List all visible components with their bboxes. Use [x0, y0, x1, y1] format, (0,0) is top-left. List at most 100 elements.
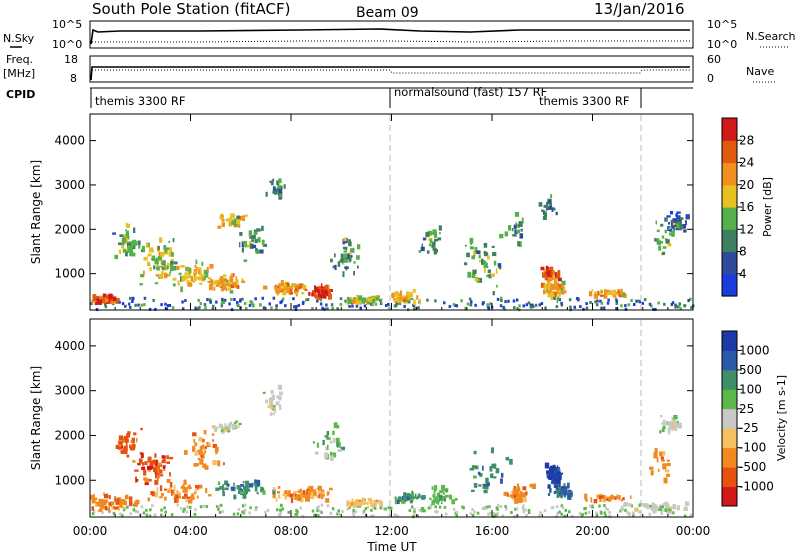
power-cell	[662, 246, 667, 249]
velocity-cell	[603, 504, 606, 507]
velocity-cell	[166, 478, 171, 483]
power-cell	[633, 303, 636, 306]
power-cell	[614, 297, 618, 301]
power-cell	[559, 287, 565, 294]
velocity-cell	[301, 492, 304, 496]
velocity-cell	[115, 444, 119, 449]
velocity-cell	[516, 483, 519, 487]
power-cell	[531, 303, 534, 307]
velocity-cell	[439, 490, 443, 494]
velocity-cell	[103, 493, 109, 499]
velocity-cell	[215, 487, 220, 491]
velocity-cell	[302, 490, 306, 495]
velocity-cell	[615, 496, 619, 499]
velocity-cell	[107, 507, 110, 511]
velocity-cell	[601, 498, 605, 502]
power-cell	[173, 261, 178, 265]
power-cell	[132, 244, 136, 250]
power-cell	[257, 237, 261, 243]
power-cell	[202, 275, 206, 280]
velocity-cell	[444, 494, 449, 498]
power-cell	[160, 261, 165, 265]
velocity-cell	[429, 504, 433, 508]
velocity-cell	[241, 504, 245, 508]
power-cell	[305, 298, 308, 302]
power-cell	[283, 283, 287, 288]
velocity-cell	[149, 508, 152, 512]
power-cell	[348, 304, 351, 308]
velocity-cell	[192, 432, 197, 437]
freq-label-line1: Freq.	[6, 53, 33, 66]
power-cell	[157, 245, 160, 250]
power-cell	[154, 258, 159, 265]
velocity-ytick-label: 1000	[54, 473, 85, 487]
velocity-cell	[434, 505, 437, 509]
power-cell	[148, 307, 152, 311]
power-cell	[90, 302, 93, 306]
power-cell	[512, 299, 516, 303]
velocity-cell	[559, 477, 562, 481]
power-cell	[312, 290, 316, 294]
velocity-cell	[269, 406, 274, 410]
power-cell	[125, 230, 129, 237]
velocity-cell	[492, 511, 496, 515]
power-cell	[280, 287, 282, 290]
power-cell	[125, 229, 127, 232]
velocity-cell	[217, 507, 220, 511]
power-cell	[413, 299, 416, 306]
power-cell	[195, 259, 198, 264]
velocity-cell	[387, 506, 390, 510]
velocity-cell	[102, 491, 105, 496]
velocity-cell	[563, 514, 566, 518]
velocity-cell	[287, 490, 291, 494]
power-cell	[229, 286, 231, 291]
power-cell	[318, 292, 322, 298]
velocity-cell	[632, 514, 635, 518]
velocity-cell	[348, 501, 352, 508]
nave-top-tick: 60	[707, 53, 721, 66]
velocity-cell	[663, 477, 668, 484]
power-cell	[557, 277, 562, 282]
velocity-cell	[142, 511, 146, 515]
power-cell	[518, 304, 521, 308]
power-cell	[353, 261, 356, 264]
power-cell	[637, 299, 640, 303]
velocity-cell	[517, 494, 522, 500]
power-cell	[200, 274, 204, 279]
velocity-cell	[337, 449, 342, 452]
velocity-cell	[620, 499, 624, 502]
velocity-colorbar-tick-label: 500	[739, 363, 762, 377]
power-cell	[352, 297, 356, 304]
velocity-cell	[153, 514, 156, 518]
power-cell	[579, 305, 582, 309]
velocity-cell	[659, 505, 664, 509]
power-cell	[513, 306, 516, 310]
power-cell	[511, 228, 514, 232]
power-cell	[599, 290, 602, 294]
power-cell	[409, 292, 413, 298]
power-cell	[342, 271, 345, 278]
velocity-cell	[632, 511, 635, 515]
velocity-cell	[667, 428, 671, 435]
power-cell	[355, 304, 359, 308]
power-cell	[652, 307, 655, 311]
power-cell	[211, 307, 215, 310]
velocity-cell	[524, 508, 527, 512]
velocity-cell	[212, 444, 217, 448]
velocity-cell	[159, 469, 163, 474]
velocity-cell	[669, 423, 672, 430]
velocity-cell	[91, 506, 95, 511]
power-cell	[221, 222, 225, 227]
velocity-cell	[529, 483, 532, 488]
velocity-cell	[599, 510, 603, 514]
power-cell	[337, 261, 341, 267]
velocity-cell	[353, 501, 357, 507]
velocity-cell	[495, 506, 499, 510]
velocity-cell	[169, 482, 173, 488]
velocity-cell	[433, 496, 438, 501]
power-cell	[149, 267, 152, 272]
power-cell	[230, 273, 233, 277]
velocity-cell	[659, 430, 662, 434]
velocity-cell	[444, 496, 447, 502]
